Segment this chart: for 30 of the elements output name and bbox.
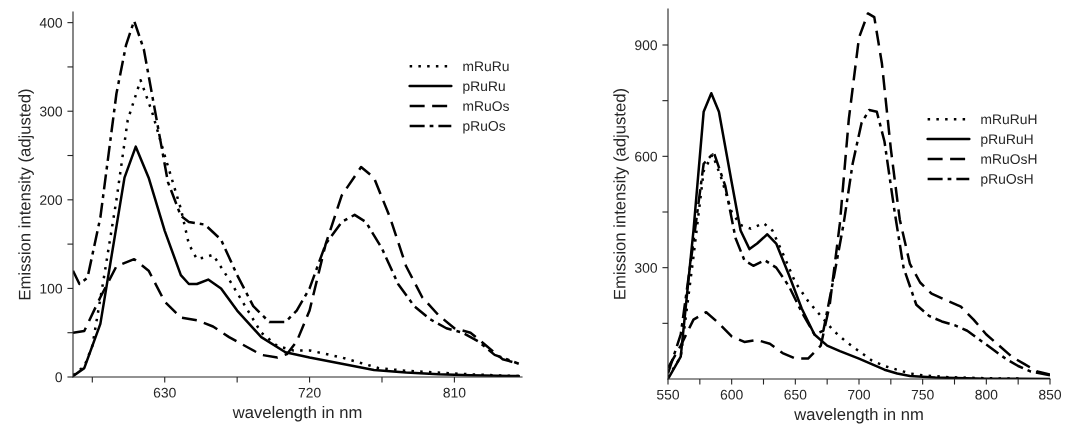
x-tick-label: 550: [656, 389, 680, 400]
y-tick-label: 200: [40, 195, 63, 205]
x-axis-title: wavelength in nm: [232, 405, 362, 422]
x-tick-label: 600: [720, 389, 743, 400]
y-axis-title: Emission intensity (adjusted): [18, 89, 34, 300]
x-tick-label: 630: [153, 387, 176, 398]
legend-label: mRuOs: [463, 101, 509, 111]
y-tick-label: 900: [635, 40, 658, 51]
legend-label: pRuOsH: [981, 174, 1033, 187]
x-tick-label: 810: [443, 387, 466, 398]
legend-label: pRuOs: [463, 121, 506, 134]
y-axis-title: Emission intensity (adjusted): [613, 88, 629, 299]
legend-label: mRuRuH: [981, 114, 1037, 125]
y-tick-label: 600: [635, 151, 658, 162]
y-tick-label: 400: [39, 17, 63, 28]
x-tick-label: 850: [1039, 389, 1062, 400]
legend-label: pRuRuH: [981, 134, 1033, 147]
y-tick-label: 100: [40, 283, 63, 294]
y-tick-label: 0: [55, 372, 63, 383]
legend-label: mRuRu: [463, 61, 509, 72]
x-tick-label: 800: [975, 389, 998, 400]
x-tick-label: 720: [298, 387, 321, 398]
legend-label: mRuOsH: [981, 154, 1037, 164]
x-tick-label: 750: [911, 389, 934, 400]
x-axis-title: wavelength in nm: [794, 407, 923, 424]
y-tick-label: 300: [39, 106, 63, 117]
y-tick-label: 300: [634, 263, 658, 273]
x-tick-label: 650: [784, 389, 807, 400]
x-tick-label: 700: [848, 389, 871, 400]
legend-label: pRuRu: [463, 81, 505, 94]
